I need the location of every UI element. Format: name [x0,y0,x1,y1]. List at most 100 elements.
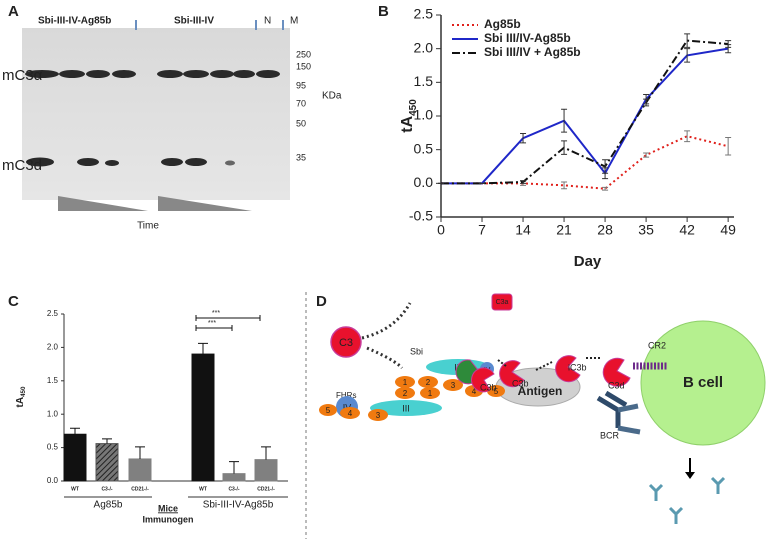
y-tick-label: 1.5 [47,376,59,385]
error-bar [70,427,80,435]
mw-label: 250 [296,49,311,59]
error-bar [135,446,145,459]
y-axis-label-sub: 450 [20,386,27,397]
mw-label: 150 [296,61,311,71]
y-tick-label: 0.0 [414,174,434,190]
y-tick-label: 1.0 [47,409,59,418]
x-tick-label: 42 [679,222,695,238]
mw-unit: KDa [322,91,342,102]
bar [95,443,119,482]
mw-label: 70 [296,98,306,108]
bar [254,459,278,482]
x-tick-label: 0 [437,222,445,238]
y-tick-label: 0.5 [414,140,434,156]
y-axis-label-main: tA [399,115,416,132]
node-label: C3a [496,299,509,306]
domain-number: 2 [403,389,408,398]
x-tick-label: WT [199,486,207,492]
bar [191,353,215,482]
error-bar [102,438,112,444]
error-bar [261,446,271,460]
significance-bracket [195,315,261,321]
legend-label: Ag85b [484,17,521,31]
band-label: mC3α [2,67,43,84]
error-bar [725,137,732,156]
mw-label: 95 [296,80,306,90]
panel-label: C [8,293,19,310]
x-tick-label: 28 [597,222,613,238]
bands-alpha [25,70,280,78]
mw-label: 35 [296,152,306,162]
domain-number: 3 [376,411,381,420]
domain-number: 1 [403,378,408,387]
group-label: Sbi-III-IV-Ag85b [203,500,274,511]
node-label: Sbi [410,346,423,356]
y-tick-label: 0.0 [47,476,59,485]
y-axis-label: tA450 [399,99,418,133]
panel-label: A [8,3,19,20]
error-bar [643,152,650,158]
x-tick-label: 49 [720,222,736,238]
node-label: FHRs [336,391,356,400]
y-tick-label: 2.0 [414,39,434,55]
x-tick-label: CD21-/- [257,486,275,492]
x-tick-label: 35 [638,222,654,238]
line-chart: -0.5 0.0 0.5 1.0 1.5 2.0 2.5 0 7 14 21 28 35 42 49 Day t… [399,6,736,270]
node-label: iC3b [568,362,587,372]
blot-membrane [22,28,290,200]
error-bar [198,342,208,355]
bar [222,473,246,482]
blot: Sbi-III-IV-Ag85b Sbi-III-IV N M mC3α mC3… [2,16,342,232]
domain-number: 3 [451,381,456,390]
error-bar [520,133,527,144]
x-tick-label: 14 [515,222,531,238]
panel-label: B [378,3,389,20]
lane-label: Sbi-III-IV-Ag85b [38,16,111,27]
node-label: Antigen [518,384,563,398]
x-tick-label: CD21-/- [131,486,149,492]
y-tick-label: -0.5 [409,208,433,224]
legend-label: Sbi III/IV-Ag85b [484,31,571,45]
x-axis-label: Immunogen [143,514,194,524]
node-label: B cell [683,374,723,391]
error-bar [229,461,239,474]
y-axis-label-sub: 450 [407,99,418,116]
bands-d [26,157,235,167]
domain-number: 4 [348,409,353,418]
bar-chart: 0.0 0.5 1.0 1.5 2.0 2.5 tA450 WT C3-/- CD21-/- WT C… [15,309,288,524]
node-label: C3b [480,382,497,392]
error-bar [725,40,732,48]
error-bar [684,130,691,143]
domain-number: 1 [428,389,433,398]
error-bar [684,48,691,63]
y-tick-label: 2.5 [414,6,434,22]
error-bar [520,180,527,184]
node-label: C3d [608,380,625,390]
x-tick-label: WT [71,486,79,492]
domain-number: 4 [472,387,477,396]
y-tick-label: 2.5 [47,309,59,318]
error-bar [684,33,691,48]
legend-label: Sbi III/IV + Ag85b [484,45,581,59]
series-line [441,47,729,185]
x-tick-label: C3-/- [101,486,112,492]
error-bar [561,108,568,133]
x-tick-label: C3-/- [228,486,239,492]
domain-number: 5 [326,406,331,415]
group-label: Ag85b [94,500,123,511]
y-axis-label: tA450 [15,386,27,407]
mw-markers: 250 150 95 70 50 35 [296,49,311,162]
error-bar [643,98,650,107]
domain-number: 5 [494,387,499,396]
node-label: C3 [339,337,353,349]
x-tick-label: 7 [478,222,486,238]
significance-bracket [195,325,233,331]
diagram: B cell Antigen CR2 BCR C3 C3a Sbi FHRs I… [319,293,766,524]
bar [63,433,87,482]
mw-label: 50 [296,118,306,128]
band-label: mC3d [2,157,42,174]
lane-label: N [264,16,271,27]
y-tick-label: 1.5 [414,73,434,89]
y-axis-label-main: tA [15,397,26,408]
